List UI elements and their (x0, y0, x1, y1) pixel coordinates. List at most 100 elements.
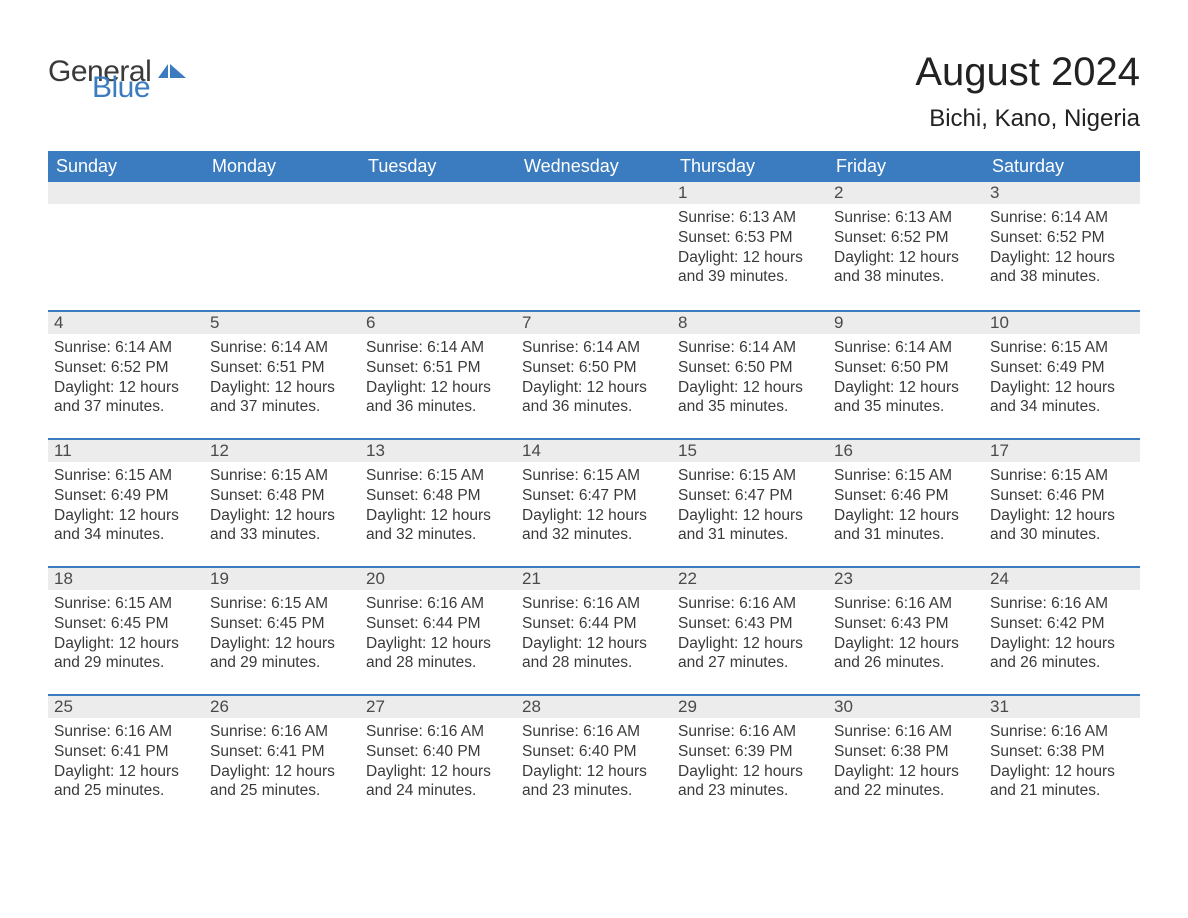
daylight-line: Daylight: 12 hours and 34 minutes. (990, 378, 1134, 418)
sunrise-line: Sunrise: 6:16 AM (210, 722, 354, 742)
day-number: 5 (204, 310, 360, 334)
day-number: 9 (828, 310, 984, 334)
calendar-cell: 9Sunrise: 6:14 AMSunset: 6:50 PMDaylight… (828, 310, 984, 438)
weekday-header: Wednesday (516, 151, 672, 182)
daylight-line: Daylight: 12 hours and 28 minutes. (522, 634, 666, 674)
calendar-cell: 31Sunrise: 6:16 AMSunset: 6:38 PMDayligh… (984, 694, 1140, 822)
sunset-line: Sunset: 6:46 PM (834, 486, 978, 506)
day-number: 8 (672, 310, 828, 334)
sunset-line: Sunset: 6:41 PM (54, 742, 198, 762)
daylight-line: Daylight: 12 hours and 26 minutes. (834, 634, 978, 674)
day-details: Sunrise: 6:14 AMSunset: 6:52 PMDaylight:… (48, 334, 204, 419)
day-details: Sunrise: 6:16 AMSunset: 6:43 PMDaylight:… (672, 590, 828, 675)
sunrise-line: Sunrise: 6:16 AM (834, 594, 978, 614)
day-number: 17 (984, 438, 1140, 462)
day-number: 27 (360, 694, 516, 718)
sunset-line: Sunset: 6:49 PM (990, 358, 1134, 378)
sunset-line: Sunset: 6:47 PM (522, 486, 666, 506)
day-details: Sunrise: 6:15 AMSunset: 6:46 PMDaylight:… (984, 462, 1140, 547)
daylight-line: Daylight: 12 hours and 24 minutes. (366, 762, 510, 802)
daylight-line: Daylight: 12 hours and 22 minutes. (834, 762, 978, 802)
day-number: 2 (828, 182, 984, 204)
sunrise-line: Sunrise: 6:16 AM (366, 722, 510, 742)
empty-day-header (204, 182, 360, 204)
calendar-cell (516, 182, 672, 310)
daylight-line: Daylight: 12 hours and 36 minutes. (522, 378, 666, 418)
calendar-cell: 25Sunrise: 6:16 AMSunset: 6:41 PMDayligh… (48, 694, 204, 822)
logo: General Blue (48, 60, 188, 100)
sunset-line: Sunset: 6:44 PM (522, 614, 666, 634)
sunset-line: Sunset: 6:46 PM (990, 486, 1134, 506)
day-details: Sunrise: 6:14 AMSunset: 6:52 PMDaylight:… (984, 204, 1140, 289)
sunrise-line: Sunrise: 6:13 AM (678, 208, 822, 228)
calendar-cell: 11Sunrise: 6:15 AMSunset: 6:49 PMDayligh… (48, 438, 204, 566)
daylight-line: Daylight: 12 hours and 29 minutes. (210, 634, 354, 674)
sunrise-line: Sunrise: 6:14 AM (210, 338, 354, 358)
daylight-line: Daylight: 12 hours and 39 minutes. (678, 248, 822, 288)
daylight-line: Daylight: 12 hours and 23 minutes. (678, 762, 822, 802)
sunrise-line: Sunrise: 6:14 AM (54, 338, 198, 358)
daylight-line: Daylight: 12 hours and 38 minutes. (834, 248, 978, 288)
daylight-line: Daylight: 12 hours and 30 minutes. (990, 506, 1134, 546)
sunrise-line: Sunrise: 6:14 AM (678, 338, 822, 358)
calendar-cell (48, 182, 204, 310)
daylight-line: Daylight: 12 hours and 21 minutes. (990, 762, 1134, 802)
sunset-line: Sunset: 6:50 PM (678, 358, 822, 378)
sunset-line: Sunset: 6:50 PM (834, 358, 978, 378)
day-details: Sunrise: 6:15 AMSunset: 6:49 PMDaylight:… (48, 462, 204, 547)
calendar-cell: 5Sunrise: 6:14 AMSunset: 6:51 PMDaylight… (204, 310, 360, 438)
sunrise-line: Sunrise: 6:15 AM (54, 594, 198, 614)
calendar-table: SundayMondayTuesdayWednesdayThursdayFrid… (48, 151, 1140, 822)
day-details: Sunrise: 6:15 AMSunset: 6:45 PMDaylight:… (48, 590, 204, 675)
day-details: Sunrise: 6:14 AMSunset: 6:50 PMDaylight:… (828, 334, 984, 419)
calendar-cell: 16Sunrise: 6:15 AMSunset: 6:46 PMDayligh… (828, 438, 984, 566)
day-number: 19 (204, 566, 360, 590)
daylight-line: Daylight: 12 hours and 31 minutes. (834, 506, 978, 546)
day-details: Sunrise: 6:15 AMSunset: 6:45 PMDaylight:… (204, 590, 360, 675)
day-number: 4 (48, 310, 204, 334)
day-details: Sunrise: 6:15 AMSunset: 6:47 PMDaylight:… (672, 462, 828, 547)
sunrise-line: Sunrise: 6:16 AM (678, 722, 822, 742)
calendar-cell: 2Sunrise: 6:13 AMSunset: 6:52 PMDaylight… (828, 182, 984, 310)
sunrise-line: Sunrise: 6:16 AM (834, 722, 978, 742)
weekday-header: Tuesday (360, 151, 516, 182)
day-number: 26 (204, 694, 360, 718)
daylight-line: Daylight: 12 hours and 35 minutes. (678, 378, 822, 418)
calendar-week-row: 25Sunrise: 6:16 AMSunset: 6:41 PMDayligh… (48, 694, 1140, 822)
sunset-line: Sunset: 6:42 PM (990, 614, 1134, 634)
sunset-line: Sunset: 6:49 PM (54, 486, 198, 506)
sunset-line: Sunset: 6:52 PM (834, 228, 978, 248)
sunset-line: Sunset: 6:38 PM (990, 742, 1134, 762)
daylight-line: Daylight: 12 hours and 28 minutes. (366, 634, 510, 674)
title-block: August 2024 Bichi, Kano, Nigeria (915, 50, 1140, 145)
day-details: Sunrise: 6:16 AMSunset: 6:44 PMDaylight:… (516, 590, 672, 675)
calendar-cell: 22Sunrise: 6:16 AMSunset: 6:43 PMDayligh… (672, 566, 828, 694)
day-number: 22 (672, 566, 828, 590)
day-number: 28 (516, 694, 672, 718)
calendar-cell: 19Sunrise: 6:15 AMSunset: 6:45 PMDayligh… (204, 566, 360, 694)
sunset-line: Sunset: 6:48 PM (366, 486, 510, 506)
sunrise-line: Sunrise: 6:14 AM (834, 338, 978, 358)
day-details: Sunrise: 6:15 AMSunset: 6:48 PMDaylight:… (204, 462, 360, 547)
calendar-week-row: 1Sunrise: 6:13 AMSunset: 6:53 PMDaylight… (48, 182, 1140, 310)
sunrise-line: Sunrise: 6:16 AM (522, 722, 666, 742)
calendar-cell: 1Sunrise: 6:13 AMSunset: 6:53 PMDaylight… (672, 182, 828, 310)
sunrise-line: Sunrise: 6:16 AM (366, 594, 510, 614)
daylight-line: Daylight: 12 hours and 25 minutes. (54, 762, 198, 802)
day-number: 30 (828, 694, 984, 718)
day-number: 31 (984, 694, 1140, 718)
calendar-cell: 15Sunrise: 6:15 AMSunset: 6:47 PMDayligh… (672, 438, 828, 566)
calendar-cell: 10Sunrise: 6:15 AMSunset: 6:49 PMDayligh… (984, 310, 1140, 438)
daylight-line: Daylight: 12 hours and 37 minutes. (54, 378, 198, 418)
day-details: Sunrise: 6:16 AMSunset: 6:41 PMDaylight:… (48, 718, 204, 803)
calendar-cell: 6Sunrise: 6:14 AMSunset: 6:51 PMDaylight… (360, 310, 516, 438)
sunset-line: Sunset: 6:38 PM (834, 742, 978, 762)
sunset-line: Sunset: 6:43 PM (678, 614, 822, 634)
calendar-cell: 3Sunrise: 6:14 AMSunset: 6:52 PMDaylight… (984, 182, 1140, 310)
calendar-cell: 7Sunrise: 6:14 AMSunset: 6:50 PMDaylight… (516, 310, 672, 438)
day-details: Sunrise: 6:14 AMSunset: 6:50 PMDaylight:… (672, 334, 828, 419)
day-number: 11 (48, 438, 204, 462)
day-details: Sunrise: 6:16 AMSunset: 6:39 PMDaylight:… (672, 718, 828, 803)
weekday-header: Friday (828, 151, 984, 182)
daylight-line: Daylight: 12 hours and 26 minutes. (990, 634, 1134, 674)
